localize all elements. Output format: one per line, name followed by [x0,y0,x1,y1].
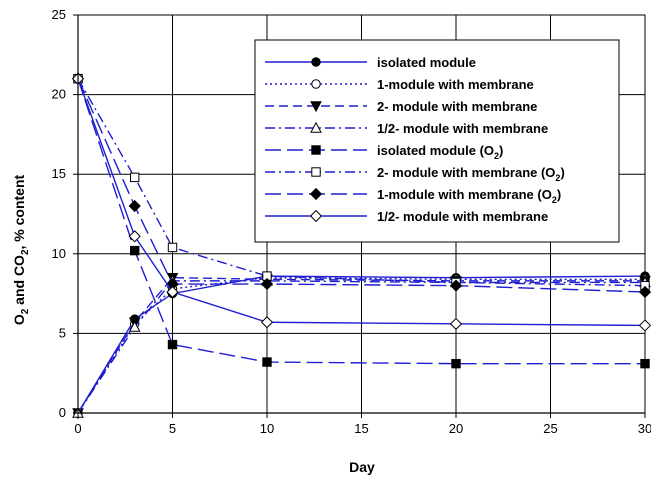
legend-label: 1-module with membrane [377,77,534,92]
y-title-part: and CO [11,255,27,309]
legend-item: 1/2- module with membrane [265,209,548,224]
y-tick-label: 5 [59,325,66,340]
legend-label-subscript: 2 [555,173,560,183]
legend-marker [311,57,321,67]
data-point [638,319,651,332]
x-tick-label: 15 [354,421,368,436]
legend-label: 1/2- module with membrane [377,121,548,136]
x-tick-label: 20 [449,421,463,436]
legend-label-text: 1/2- module with membrane [377,121,548,136]
series-8 [71,72,651,332]
data-point [451,358,461,369]
legend-label-subscript: 2 [552,195,557,205]
legend-marker [311,79,321,89]
x-axis-title: Day [349,459,375,475]
y-title-subscript: 2 [20,308,31,314]
legend-item: isolated module (O2) [265,143,503,161]
legend-marker [309,187,323,201]
legend-label-close: ) [499,143,503,158]
data-point [260,316,274,329]
data-point [449,279,463,292]
x-tick-label: 30 [638,421,651,436]
axes: 0 5 10 15 20 25 0 5 10 15 20 25 30 [52,7,651,436]
x-tick-label: 0 [74,421,81,436]
legend-item: 1-module with membrane [265,77,534,92]
legend-label-text: 2- module with membrane (O [377,165,555,180]
data-point [128,320,141,332]
legend-marker [311,167,321,177]
series-line [77,78,646,287]
legend-label-close: ) [560,165,564,180]
legend-label: 1-module with membrane (O2) [377,187,561,205]
legend-label: 2- module with membrane [377,99,537,114]
legend-label-text: isolated module (O [377,143,494,158]
legend-marker [310,121,322,133]
legend-label-subscript: 2 [494,151,499,161]
y-tick-label: 10 [52,246,66,261]
legend-label: isolated module (O2) [377,143,503,161]
legend-item: 1/2- module with membrane [265,121,548,136]
y-title-subscript: 2 [20,249,31,255]
series-line [77,78,646,293]
series-line [77,276,645,414]
y-title-part: , % content [11,174,27,249]
x-tick-label: 25 [543,421,557,436]
y-axis-title: O2 and CO2, % content [11,174,31,325]
y-tick-label: 25 [52,7,66,22]
data-point [167,242,178,253]
y-tick-label: 15 [52,166,66,181]
legend: isolated module 1-module with membrane 2- … [254,39,620,243]
legend-marker [311,145,321,155]
legend-marker [310,101,322,113]
data-point [128,230,141,243]
data-point [167,339,178,350]
x-tick-label: 10 [260,421,274,436]
data-point [130,245,140,256]
legend-item: 2- module with membrane (O2) [265,165,565,183]
legend-label-text: 1-module with membrane [377,77,534,92]
legend-label-text: 2- module with membrane [377,99,537,114]
y-tick-label: 20 [52,87,66,102]
legend-marker [309,209,323,223]
data-point [262,357,272,367]
legend-box [254,39,620,243]
legend-item: 2- module with membrane [265,99,537,114]
series-line [77,78,645,365]
data-point [449,317,463,330]
y-tick-label: 0 [59,405,66,420]
legend-item: isolated module [265,55,476,70]
data-point [260,277,274,291]
legend-label: 2- module with membrane (O2) [377,165,565,183]
legend-item: 1-module with membrane (O2) [265,187,561,205]
series-line [77,280,645,414]
series-line [77,275,646,414]
data-point [166,285,179,299]
data-point [638,285,651,299]
legend-label-text: 1/2- module with membrane [377,209,548,224]
series-group [71,72,651,420]
data-point [128,199,141,213]
legend-label: isolated module [377,55,476,70]
legend-label-text: 1-module with membrane (O [377,187,552,202]
legend-label-text: isolated module [377,55,476,70]
series-line [77,78,646,327]
data-point [130,172,140,183]
data-point [640,358,650,369]
legend-label: 1/2- module with membrane [377,209,548,224]
y-title-part: O [11,314,27,325]
legend-label-close: ) [557,187,561,202]
x-tick-label: 5 [169,421,176,436]
